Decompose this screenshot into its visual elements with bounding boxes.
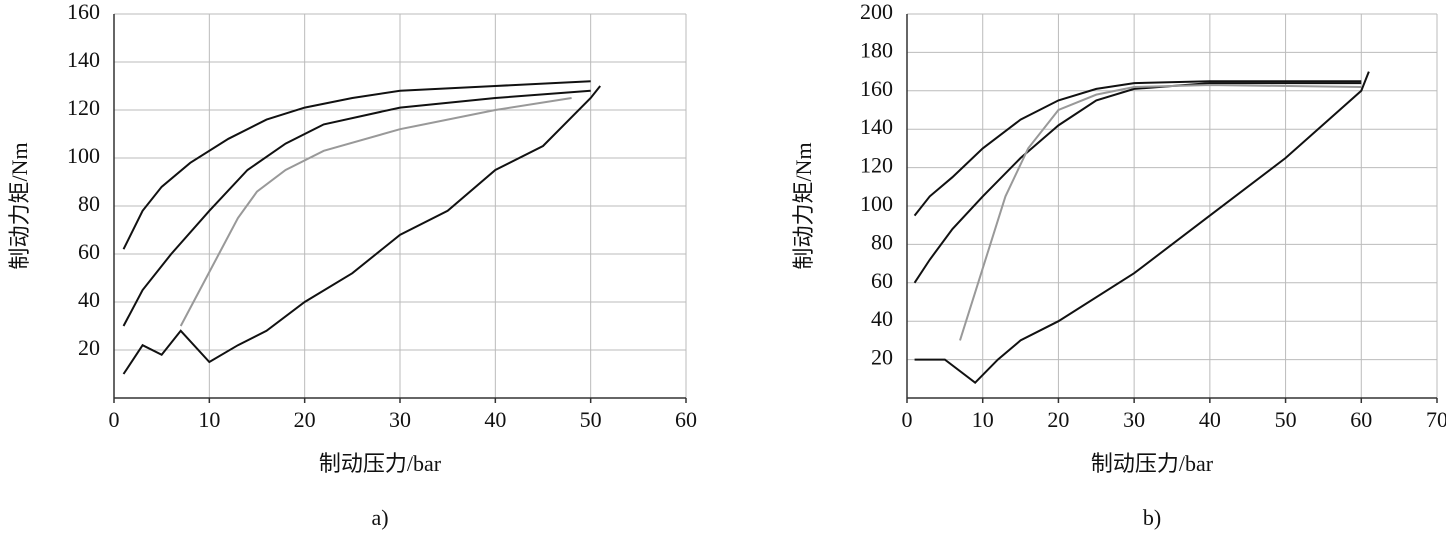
caption: b) — [1143, 505, 1161, 530]
data-line — [122, 85, 601, 375]
x-tick-label: 10 — [198, 407, 220, 432]
y-tick-label: 200 — [860, 0, 893, 24]
y-tick-label: 120 — [860, 153, 893, 178]
y-tick-label: 20 — [871, 345, 893, 370]
x-tick-label: 40 — [484, 407, 506, 432]
x-tick-label: 20 — [1047, 407, 1069, 432]
data-line — [122, 89, 591, 327]
data-line — [914, 71, 1370, 384]
data-line — [913, 82, 1362, 284]
y-tick-label: 180 — [860, 37, 893, 62]
data-line — [122, 80, 591, 250]
x-tick-label: 0 — [109, 407, 120, 432]
y-tick-label: 40 — [871, 306, 893, 331]
x-tick-label: 0 — [902, 407, 913, 432]
x-tick-label: 30 — [1123, 407, 1145, 432]
x-tick-label: 70 — [1426, 407, 1446, 432]
y-tick-label: 160 — [67, 0, 100, 24]
y-tick-label: 40 — [78, 287, 100, 312]
x-tick-label: 20 — [294, 407, 316, 432]
x-tick-label: 50 — [580, 407, 602, 432]
y-tick-label: 20 — [78, 335, 100, 360]
caption: a) — [371, 505, 388, 530]
y-tick-label: 80 — [78, 191, 100, 216]
y-tick-label: 60 — [78, 239, 100, 264]
data-line — [913, 80, 1362, 217]
x-tick-label: 50 — [1275, 407, 1297, 432]
x-tick-label: 60 — [675, 407, 697, 432]
data-line — [179, 97, 572, 327]
y-tick-label: 160 — [860, 76, 893, 101]
y-tick-label: 140 — [860, 114, 893, 139]
x-tick-label: 30 — [389, 407, 411, 432]
x-axis-label: 制动压力/bar — [319, 451, 442, 476]
y-tick-label: 100 — [860, 191, 893, 216]
y-tick-label: 140 — [67, 47, 100, 72]
y-axis-label: 制动力矩/Nm — [7, 142, 32, 269]
data-line — [959, 84, 1362, 341]
y-tick-label: 100 — [67, 143, 100, 168]
y-tick-label: 120 — [67, 95, 100, 120]
y-axis-label: 制动力矩/Nm — [791, 142, 816, 269]
x-axis-label: 制动压力/bar — [1091, 451, 1214, 476]
y-tick-label: 80 — [871, 229, 893, 254]
x-tick-label: 40 — [1199, 407, 1221, 432]
x-tick-label: 10 — [972, 407, 994, 432]
x-tick-label: 60 — [1350, 407, 1372, 432]
y-tick-label: 60 — [871, 268, 893, 293]
